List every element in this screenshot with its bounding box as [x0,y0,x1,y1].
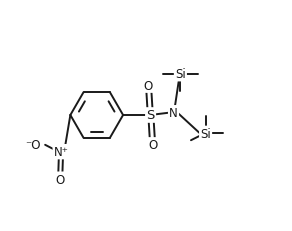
Text: Si: Si [200,127,211,140]
Text: N: N [169,107,178,120]
Text: O: O [144,79,153,92]
Text: Si: Si [175,68,186,81]
Text: ⁻O: ⁻O [25,139,41,152]
Text: O: O [148,139,157,152]
Text: N⁺: N⁺ [54,146,69,158]
Text: S: S [146,109,155,122]
Text: O: O [55,173,65,186]
